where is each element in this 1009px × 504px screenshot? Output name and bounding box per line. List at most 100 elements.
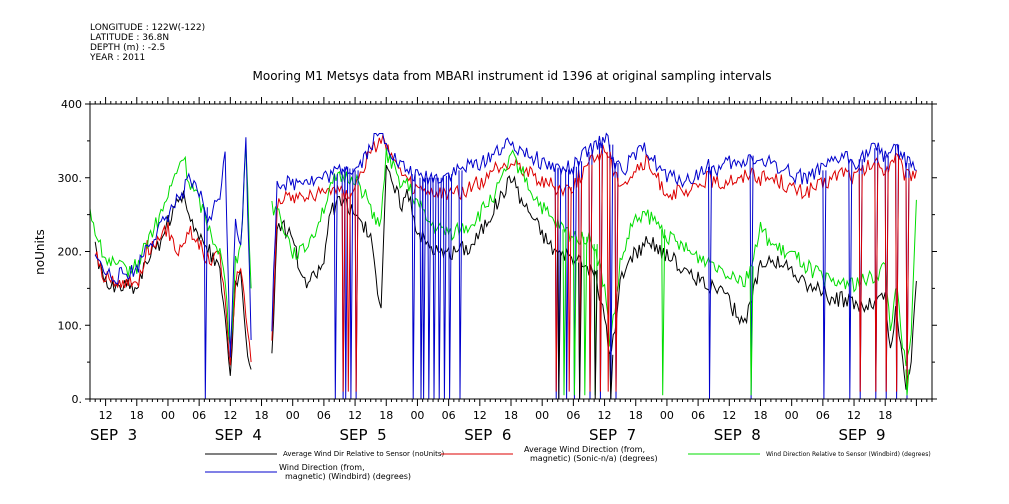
series-dropout (567, 186, 572, 392)
series-dropout (333, 174, 338, 399)
series-dropout (437, 177, 442, 399)
x-tick-label: 18 (255, 409, 269, 422)
x-tick-label: 12 (722, 409, 736, 422)
series-dropout (572, 236, 577, 396)
series-dropout (905, 369, 910, 396)
legend-label: magnetic) (Sonic-n/a) (degrees) (530, 454, 658, 463)
series-dropout (448, 174, 453, 399)
x-tick-label: 00 (161, 409, 175, 422)
x-tick-label: 06 (442, 409, 456, 422)
x-tick-label: 12 (847, 409, 861, 422)
series-layer (90, 132, 917, 399)
y-tick-label: 100. (58, 319, 83, 332)
y-tick-label: 400 (61, 98, 82, 111)
series-dropout (578, 262, 583, 399)
series-dropout (557, 251, 562, 399)
x-tick-label: 12 (223, 409, 237, 422)
series-dropout (609, 144, 614, 399)
x-tick-label: 18 (379, 409, 393, 422)
x-tick-label: 12 (473, 409, 487, 422)
x-tick-label: 06 (566, 409, 580, 422)
x-tick-label: 06 (192, 409, 206, 422)
x-tick-label: 18 (629, 409, 643, 422)
plot-frame (89, 103, 933, 400)
series-dropout (848, 159, 853, 399)
series-dropout (458, 170, 463, 399)
series-dropout (708, 166, 712, 399)
info-longitude: LONGITUDE : 122W(-122) (90, 23, 205, 33)
chart-title: Mooring M1 Metsys data from MBARI instru… (253, 69, 772, 83)
x-tick-label: 00 (410, 409, 424, 422)
series-dropout (593, 269, 598, 399)
series-dropout (614, 177, 619, 392)
series-dropout (905, 177, 910, 392)
series-dropout (598, 153, 603, 392)
info-block: LONGITUDE : 122W(-122) LATITUDE : 36.8N … (89, 23, 205, 63)
series-dropout (422, 177, 427, 399)
series-dropout (562, 229, 567, 396)
legend: Average Wind Dir Relative to Sensor (noU… (205, 445, 931, 481)
series-dropout (749, 266, 754, 396)
series-dropout (858, 174, 863, 392)
series-dropout (203, 207, 208, 399)
legend-label: Average Wind Direction (from, (524, 445, 645, 454)
y-tick-label: 300. (58, 172, 83, 185)
x-tick-label: 06 (816, 409, 830, 422)
series-dropout (661, 229, 666, 396)
series-dropout (609, 354, 614, 399)
series-dropout (606, 151, 611, 392)
x-tick-label: 18 (504, 409, 518, 422)
series-line (90, 145, 252, 347)
series-line (271, 133, 917, 341)
series-dropout (411, 174, 416, 399)
info-year: YEAR : 2011 (89, 53, 145, 63)
series-dropout (588, 164, 593, 392)
day-label: SEP 8 (714, 426, 761, 444)
x-tick-label: 00 (660, 409, 674, 422)
x-tick-label: 00 (286, 409, 300, 422)
legend-label: Wind Direction (from, (279, 463, 365, 472)
x-tick-label: 12 (99, 409, 113, 422)
legend-label: Average Wind Dir Relative to Sensor (noU… (283, 450, 444, 458)
axes: 0. 100. 200. 300. 400 12 18 00 06 12 18 00 06 12 18 00 0… (58, 97, 937, 444)
series-line (94, 222, 252, 366)
y-tick-label: 200. (58, 246, 83, 259)
series-dropout (432, 177, 437, 399)
x-tick-label: 00 (535, 409, 549, 422)
series-dropout (583, 236, 588, 396)
series-dropout (354, 185, 359, 392)
series-dropout (419, 177, 424, 399)
series-dropout (341, 193, 346, 392)
series-dropout (557, 168, 562, 399)
x-tick-label: 18 (878, 409, 892, 422)
series-dropout (749, 155, 754, 399)
day-label: SEP 5 (340, 426, 387, 444)
series-dropout (895, 155, 900, 392)
series-line (94, 137, 252, 358)
x-tick-label: 06 (691, 409, 705, 422)
series-dropout (346, 193, 351, 392)
x-tick-label: 18 (130, 409, 144, 422)
legend-label: magnetic) (Windbird) (degrees) (285, 472, 411, 481)
series-dropout (427, 177, 432, 399)
day-label: SEP 6 (464, 426, 511, 444)
x-tick-label: 00 (785, 409, 799, 422)
series-dropout (874, 162, 879, 392)
series-dropout (822, 170, 827, 399)
x-tick-label: 12 (598, 409, 612, 422)
series-dropout (884, 170, 889, 392)
y-tick-label: 0. (72, 393, 83, 406)
legend-label: Wind Direction Relative to Sensor (Windb… (766, 451, 931, 458)
x-tick-label: 12 (348, 409, 362, 422)
x-tick-label: 18 (753, 409, 767, 422)
x-tick-label: 06 (317, 409, 331, 422)
day-label: SEP 7 (589, 426, 636, 444)
day-label: SEP 3 (90, 426, 137, 444)
day-label: SEP 9 (838, 426, 885, 444)
y-axis-label: noUnits (33, 229, 47, 275)
series-line (271, 132, 917, 332)
info-depth: DEPTH (m) : -2.5 (90, 43, 165, 53)
day-label: SEP 4 (215, 426, 262, 444)
series-dropout (442, 175, 447, 399)
